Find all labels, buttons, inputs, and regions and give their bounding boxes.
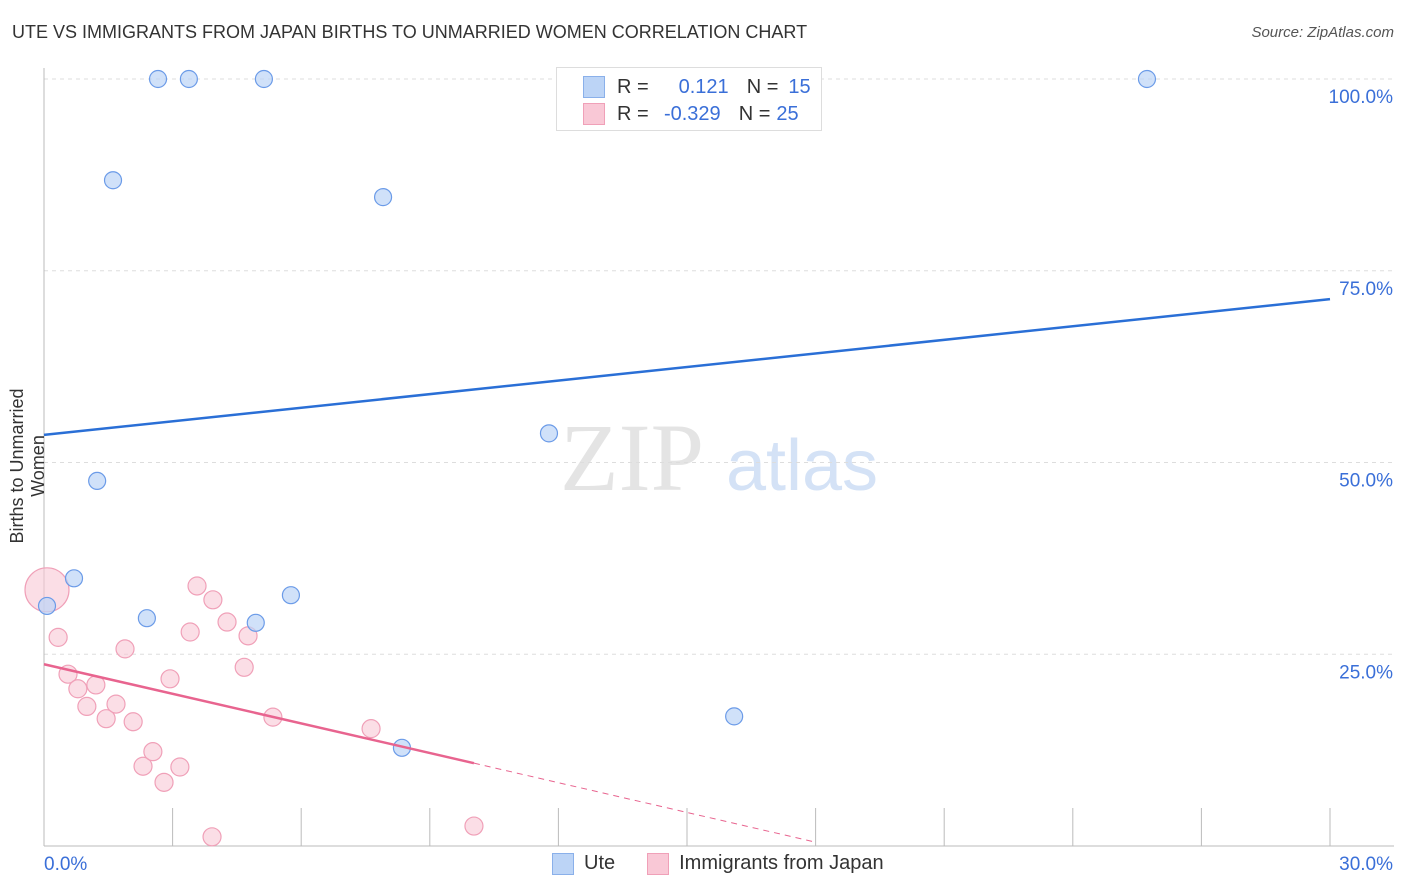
- ute-point: [179, 69, 198, 89]
- legend-row-japan: R = -0.329 N = 25: [583, 101, 799, 127]
- ute-point: [246, 613, 265, 632]
- japan-point: [154, 772, 174, 792]
- ute-point: [281, 586, 301, 605]
- x-tick-label: 0.0%: [44, 854, 87, 875]
- stats-legend: R = 0.121 N = 15 R = -0.329 N = 25: [556, 67, 822, 131]
- ute-point: [254, 69, 274, 89]
- ute-point: [148, 69, 168, 89]
- ute-trend-line: [43, 297, 1331, 437]
- japan-swatch-icon: [583, 103, 605, 125]
- japan-point: [180, 622, 200, 642]
- japan-swatch-icon: [647, 852, 670, 875]
- japan-point: [361, 719, 381, 739]
- y-axis-label: Births to Unmarried Women: [7, 388, 48, 544]
- r-label: R =: [617, 75, 649, 98]
- chart-title: UTE VS IMMIGRANTS FROM JAPAN BIRTHS TO U…: [12, 22, 808, 42]
- ute-point: [37, 596, 57, 616]
- japan-point: [217, 612, 237, 632]
- japan-point: [96, 709, 116, 729]
- ute-point: [373, 188, 393, 207]
- ute-point: [137, 609, 156, 628]
- r-value: 0.121: [678, 75, 729, 98]
- legend-ute: Ute: [584, 852, 616, 874]
- japan-point: [123, 712, 143, 732]
- x-tick-label: 30.0%: [1339, 854, 1393, 875]
- legend-row-ute: R = 0.121 N = 15: [583, 74, 811, 100]
- ute-point: [88, 471, 107, 491]
- ute-point: [103, 171, 123, 190]
- n-value: 25: [776, 102, 799, 125]
- legend-japan: Immigrants from Japan: [679, 852, 884, 874]
- japan-point: [68, 679, 88, 699]
- japan-point: [106, 694, 126, 714]
- ute-swatch-icon: [552, 852, 574, 875]
- ute-point: [64, 569, 84, 588]
- japan-point: [160, 669, 180, 689]
- n-value: 15: [788, 75, 811, 98]
- ute-point: [725, 707, 744, 726]
- ute-swatch-icon: [583, 76, 605, 98]
- n-label: N =: [738, 102, 771, 125]
- ute-point: [539, 424, 559, 443]
- japan-point: [234, 657, 254, 677]
- japan-point: [77, 696, 97, 717]
- watermark-zip: ZIP: [560, 404, 704, 511]
- japan-trend-extension: [473, 762, 816, 843]
- n-label: N =: [746, 75, 779, 98]
- y-tick-label: 75.0%: [1339, 279, 1393, 300]
- y-tick-label: 100.0%: [1329, 87, 1394, 108]
- japan-point: [464, 816, 484, 836]
- ute-point: [1137, 69, 1157, 89]
- watermark-atlas: atlas: [726, 426, 878, 506]
- y-tick-label: 25.0%: [1339, 662, 1393, 683]
- source-label: Source: ZipAtlas.com: [1251, 24, 1394, 41]
- japan-point: [143, 742, 163, 762]
- japan-trend-line: [43, 663, 475, 765]
- japan-point: [187, 576, 207, 596]
- y-tick-label: 50.0%: [1339, 471, 1393, 492]
- japan-point: [133, 756, 153, 776]
- japan-point: [202, 827, 222, 847]
- r-value: -0.329: [663, 102, 721, 125]
- japan-point: [48, 627, 68, 647]
- series-legend: Ute Immigrants from Japan: [552, 852, 884, 875]
- r-label: R =: [617, 102, 649, 125]
- japan-point: [203, 590, 223, 610]
- japan-point: [170, 757, 190, 777]
- japan-point: [115, 639, 135, 659]
